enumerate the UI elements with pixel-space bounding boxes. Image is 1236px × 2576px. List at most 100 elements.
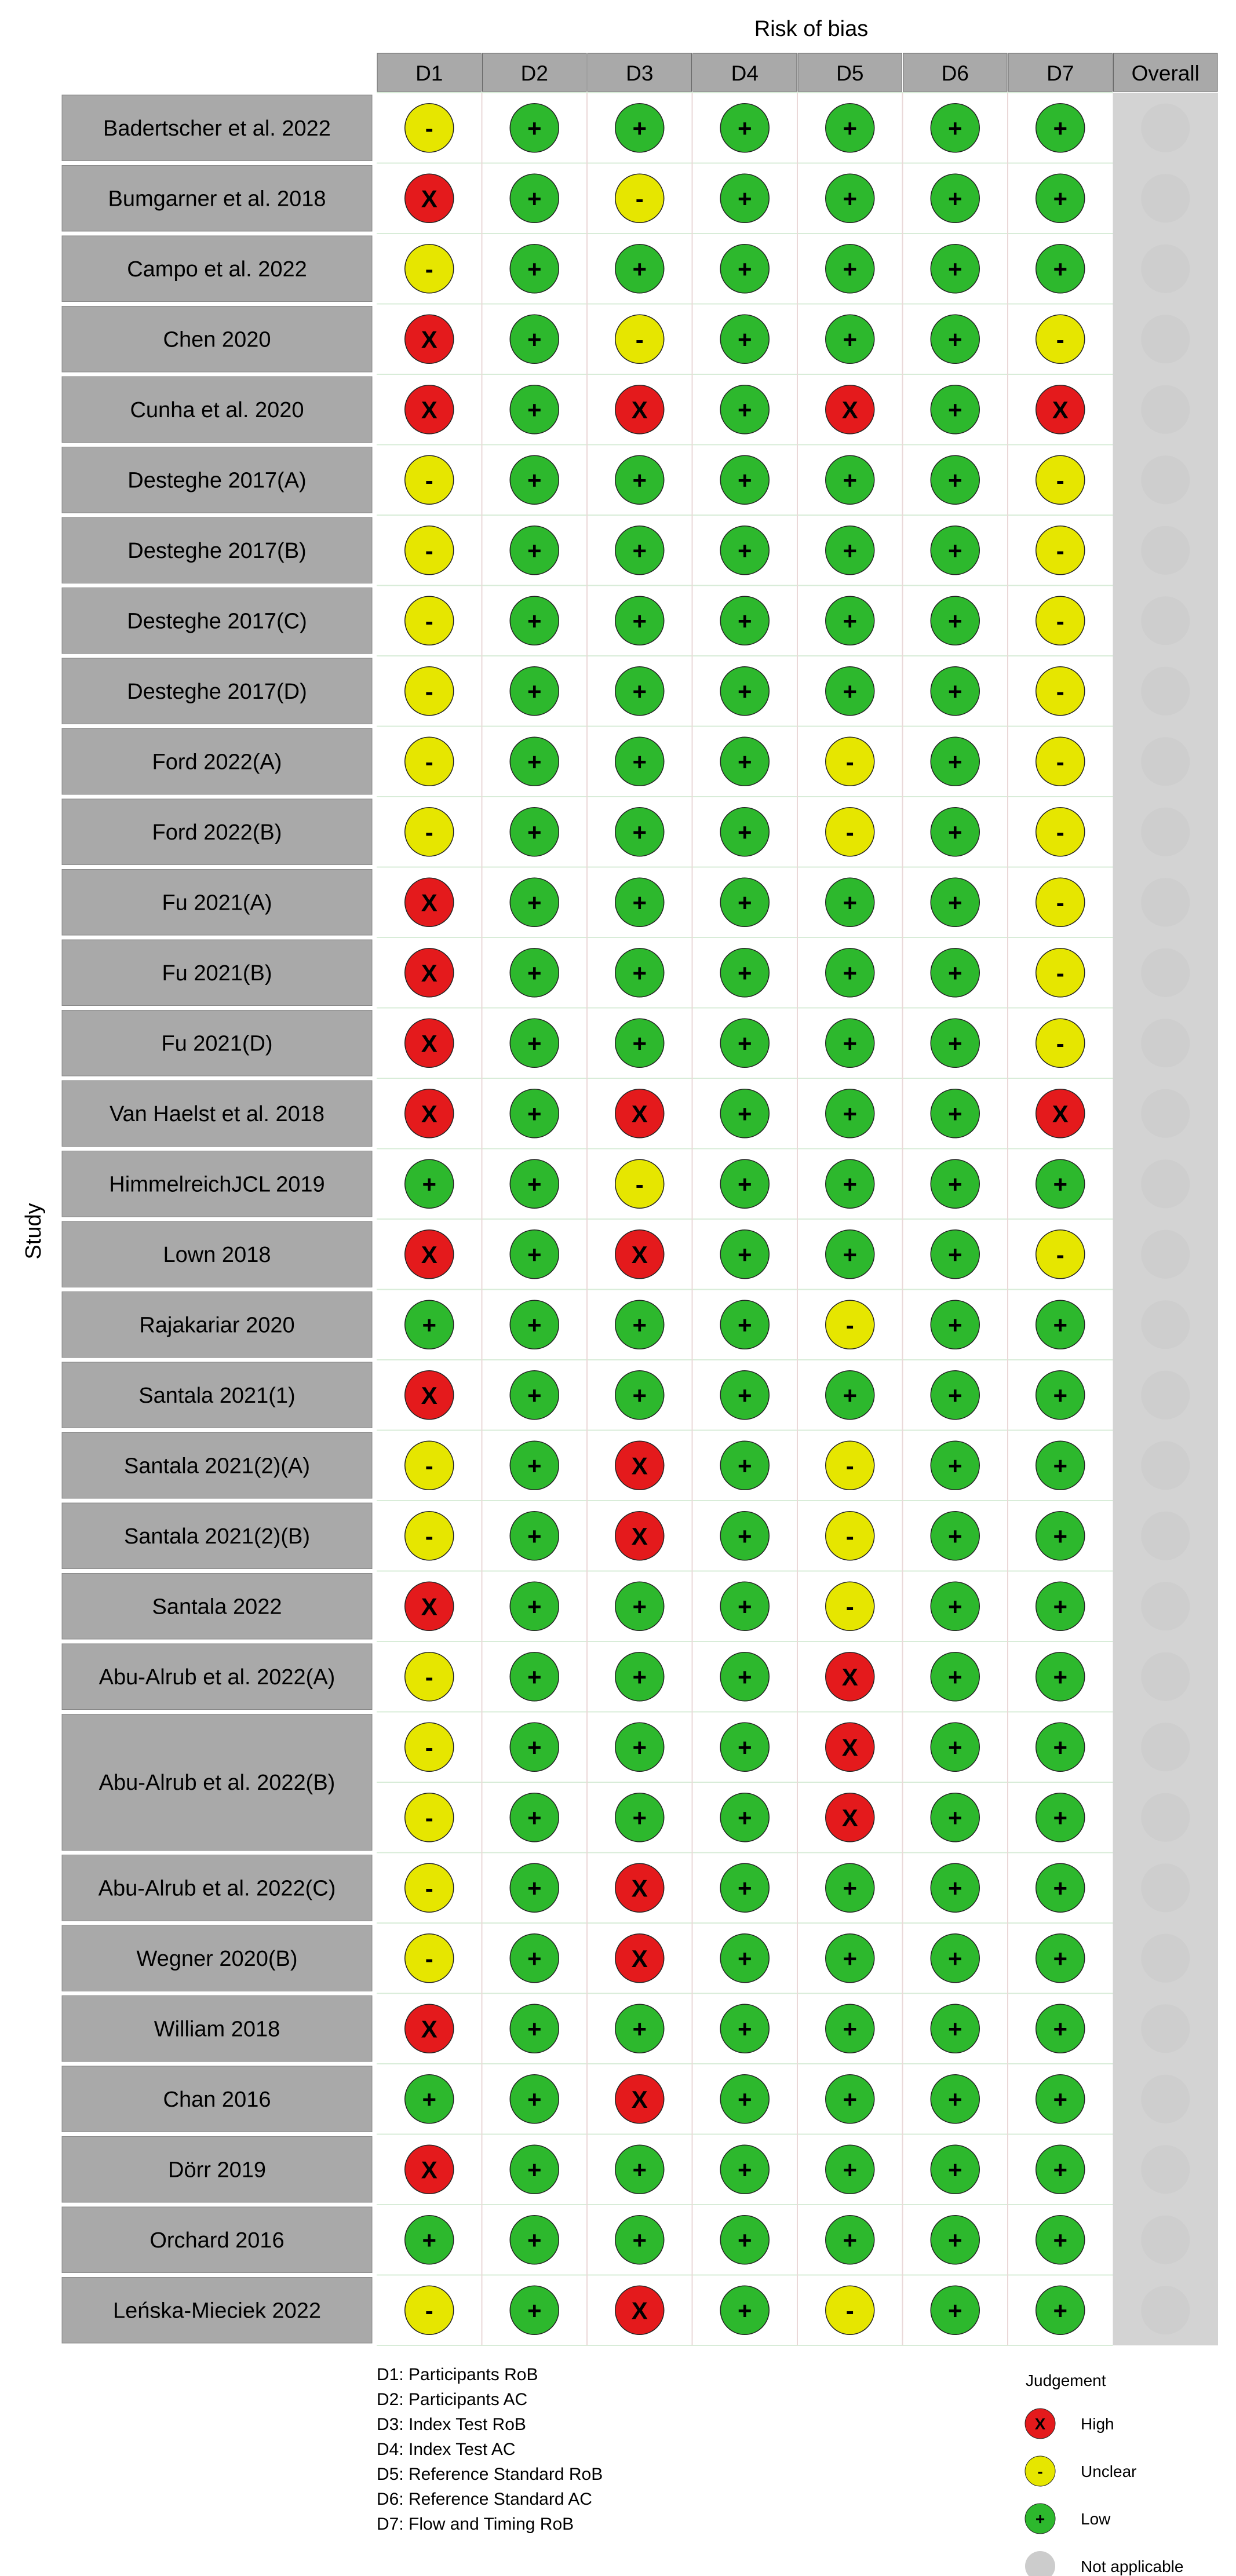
judgement-symbol: +: [527, 1523, 542, 1550]
judgement-cell: -: [1036, 877, 1085, 927]
judgement-symbol: +: [422, 2086, 436, 2113]
judgement-circle: [615, 1370, 665, 1420]
judgement-symbol: +: [738, 466, 752, 494]
judgement-symbol: +: [948, 1030, 962, 1057]
judgement-symbol: +: [1053, 1452, 1067, 1479]
judgement-circle: [1141, 807, 1190, 856]
judgement-symbol: +: [738, 819, 752, 846]
judgement-circle: [1036, 1793, 1085, 1842]
judgement-cell: +: [615, 1722, 665, 1772]
judgement-symbol: +: [422, 1170, 436, 1198]
judgement-symbol: +: [948, 1663, 962, 1691]
judgement-cell: +: [825, 1863, 875, 1913]
judgement-cell: X: [615, 1229, 665, 1279]
study-label: Chan 2016: [163, 2088, 271, 2112]
judgement-symbol: +: [948, 256, 962, 283]
judgement-symbol: +: [843, 1945, 857, 1972]
judgement-cell: +: [1036, 244, 1085, 294]
judgement-circle: [825, 1440, 875, 1490]
judgement-cell: +: [720, 2285, 770, 2335]
judgement-symbol: X: [842, 1663, 858, 1691]
judgement-cell: X: [404, 1229, 454, 1279]
judgement-symbol: -: [1056, 1241, 1064, 1268]
judgement-cell: -: [615, 314, 665, 364]
judgement-circle: [1036, 2215, 1085, 2265]
judgement-symbol: +: [1053, 256, 1067, 283]
judgement-symbol: -: [425, 115, 433, 142]
judgement-circle: [720, 736, 770, 786]
judgement-cell: [1141, 2286, 1190, 2335]
judgement-circle: [615, 244, 665, 294]
judgement-cell: -: [1036, 314, 1085, 364]
judgement-circle: [1141, 1089, 1190, 1138]
judgement-cell: +: [509, 103, 559, 153]
judgement-symbol: -: [846, 748, 854, 775]
judgement-cell: [1141, 103, 1190, 152]
judgement-circle: [404, 736, 454, 786]
judgement-cell: +: [930, 173, 980, 223]
judgement-symbol: +: [948, 2015, 962, 2042]
judgement-circle: [825, 1581, 875, 1631]
judgement-circle: [930, 2144, 980, 2194]
judgement-symbol: +: [1053, 2297, 1067, 2324]
judgement-circle: [615, 1089, 665, 1139]
judgement-circle: [509, 877, 559, 927]
judgement-cell: +: [825, 244, 875, 294]
judgement-circle: [1141, 385, 1190, 434]
column-header-box: [1113, 53, 1218, 92]
judgement-circle: [825, 2285, 875, 2335]
judgement-circle: [825, 807, 875, 857]
judgement-circle: [720, 455, 770, 505]
study-label-box: [61, 798, 373, 865]
judgement-cell: +: [930, 1652, 980, 1702]
judgement-cell: [1141, 666, 1190, 716]
judgement-cell: +: [930, 877, 980, 927]
column-header-label: D2: [521, 61, 548, 85]
judgement-cells: - + + + + + + X + - + + + + - + + + + + + X + - + + + - X + X + X + X - + + + +…: [404, 103, 1190, 2335]
judgement-cell: +: [1036, 1793, 1085, 1842]
judgement-circle: [1141, 244, 1190, 293]
judgement-circle: [509, 526, 559, 575]
judgement-circle: [825, 526, 875, 575]
study-label: Desteghe 2017(B): [127, 539, 306, 563]
judgement-circle: [1141, 1652, 1190, 1701]
judgement-cell: -: [1036, 948, 1085, 998]
judgement-cell: +: [720, 2074, 770, 2124]
judgement-cell: +: [825, 1933, 875, 1983]
study-label-box: [61, 1573, 373, 1640]
judgement-circle: [1036, 1933, 1085, 1983]
judgement-circle: [1141, 2215, 1190, 2264]
judgement-circle: [615, 807, 665, 857]
judgement-symbol: -: [1056, 326, 1064, 353]
judgement-circle: [720, 314, 770, 364]
judgement-cell: +: [720, 244, 770, 294]
judgement-circle: [1036, 1863, 1085, 1913]
judgement-symbol: +: [948, 1452, 962, 1479]
study-label-box: [61, 1432, 373, 1499]
judgement-cell: X: [1036, 385, 1085, 435]
judgement-circle: [720, 103, 770, 153]
judgement-symbol: X: [1052, 396, 1069, 424]
judgement-circle: [615, 314, 665, 364]
judgement-cell: -: [1036, 666, 1085, 716]
judgement-circle: [509, 2074, 559, 2124]
judgement-circle: [930, 1933, 980, 1983]
judgement-circle: [509, 1652, 559, 1702]
judgement-circle: [825, 244, 875, 294]
judgement-cell: +: [509, 666, 559, 716]
judgement-symbol: +: [422, 2227, 436, 2254]
judgement-circle: [615, 1933, 665, 1983]
judgement-circle: [1036, 877, 1085, 927]
judgement-circle: [720, 1581, 770, 1631]
judgement-symbol: +: [527, 1170, 542, 1198]
judgement-cell: +: [720, 736, 770, 786]
judgement-symbol: +: [948, 115, 962, 142]
judgement-symbol: +: [948, 1593, 962, 1620]
judgement-circle: [825, 1511, 875, 1561]
domain-key-line: D2: Participants AC: [377, 2390, 527, 2409]
judgement-cell: +: [930, 2004, 980, 2053]
judgement-symbol: +: [948, 185, 962, 212]
judgement-cell: +: [509, 736, 559, 786]
judgement-cell: X: [404, 173, 454, 223]
judgement-symbol: +: [1053, 1382, 1067, 1409]
